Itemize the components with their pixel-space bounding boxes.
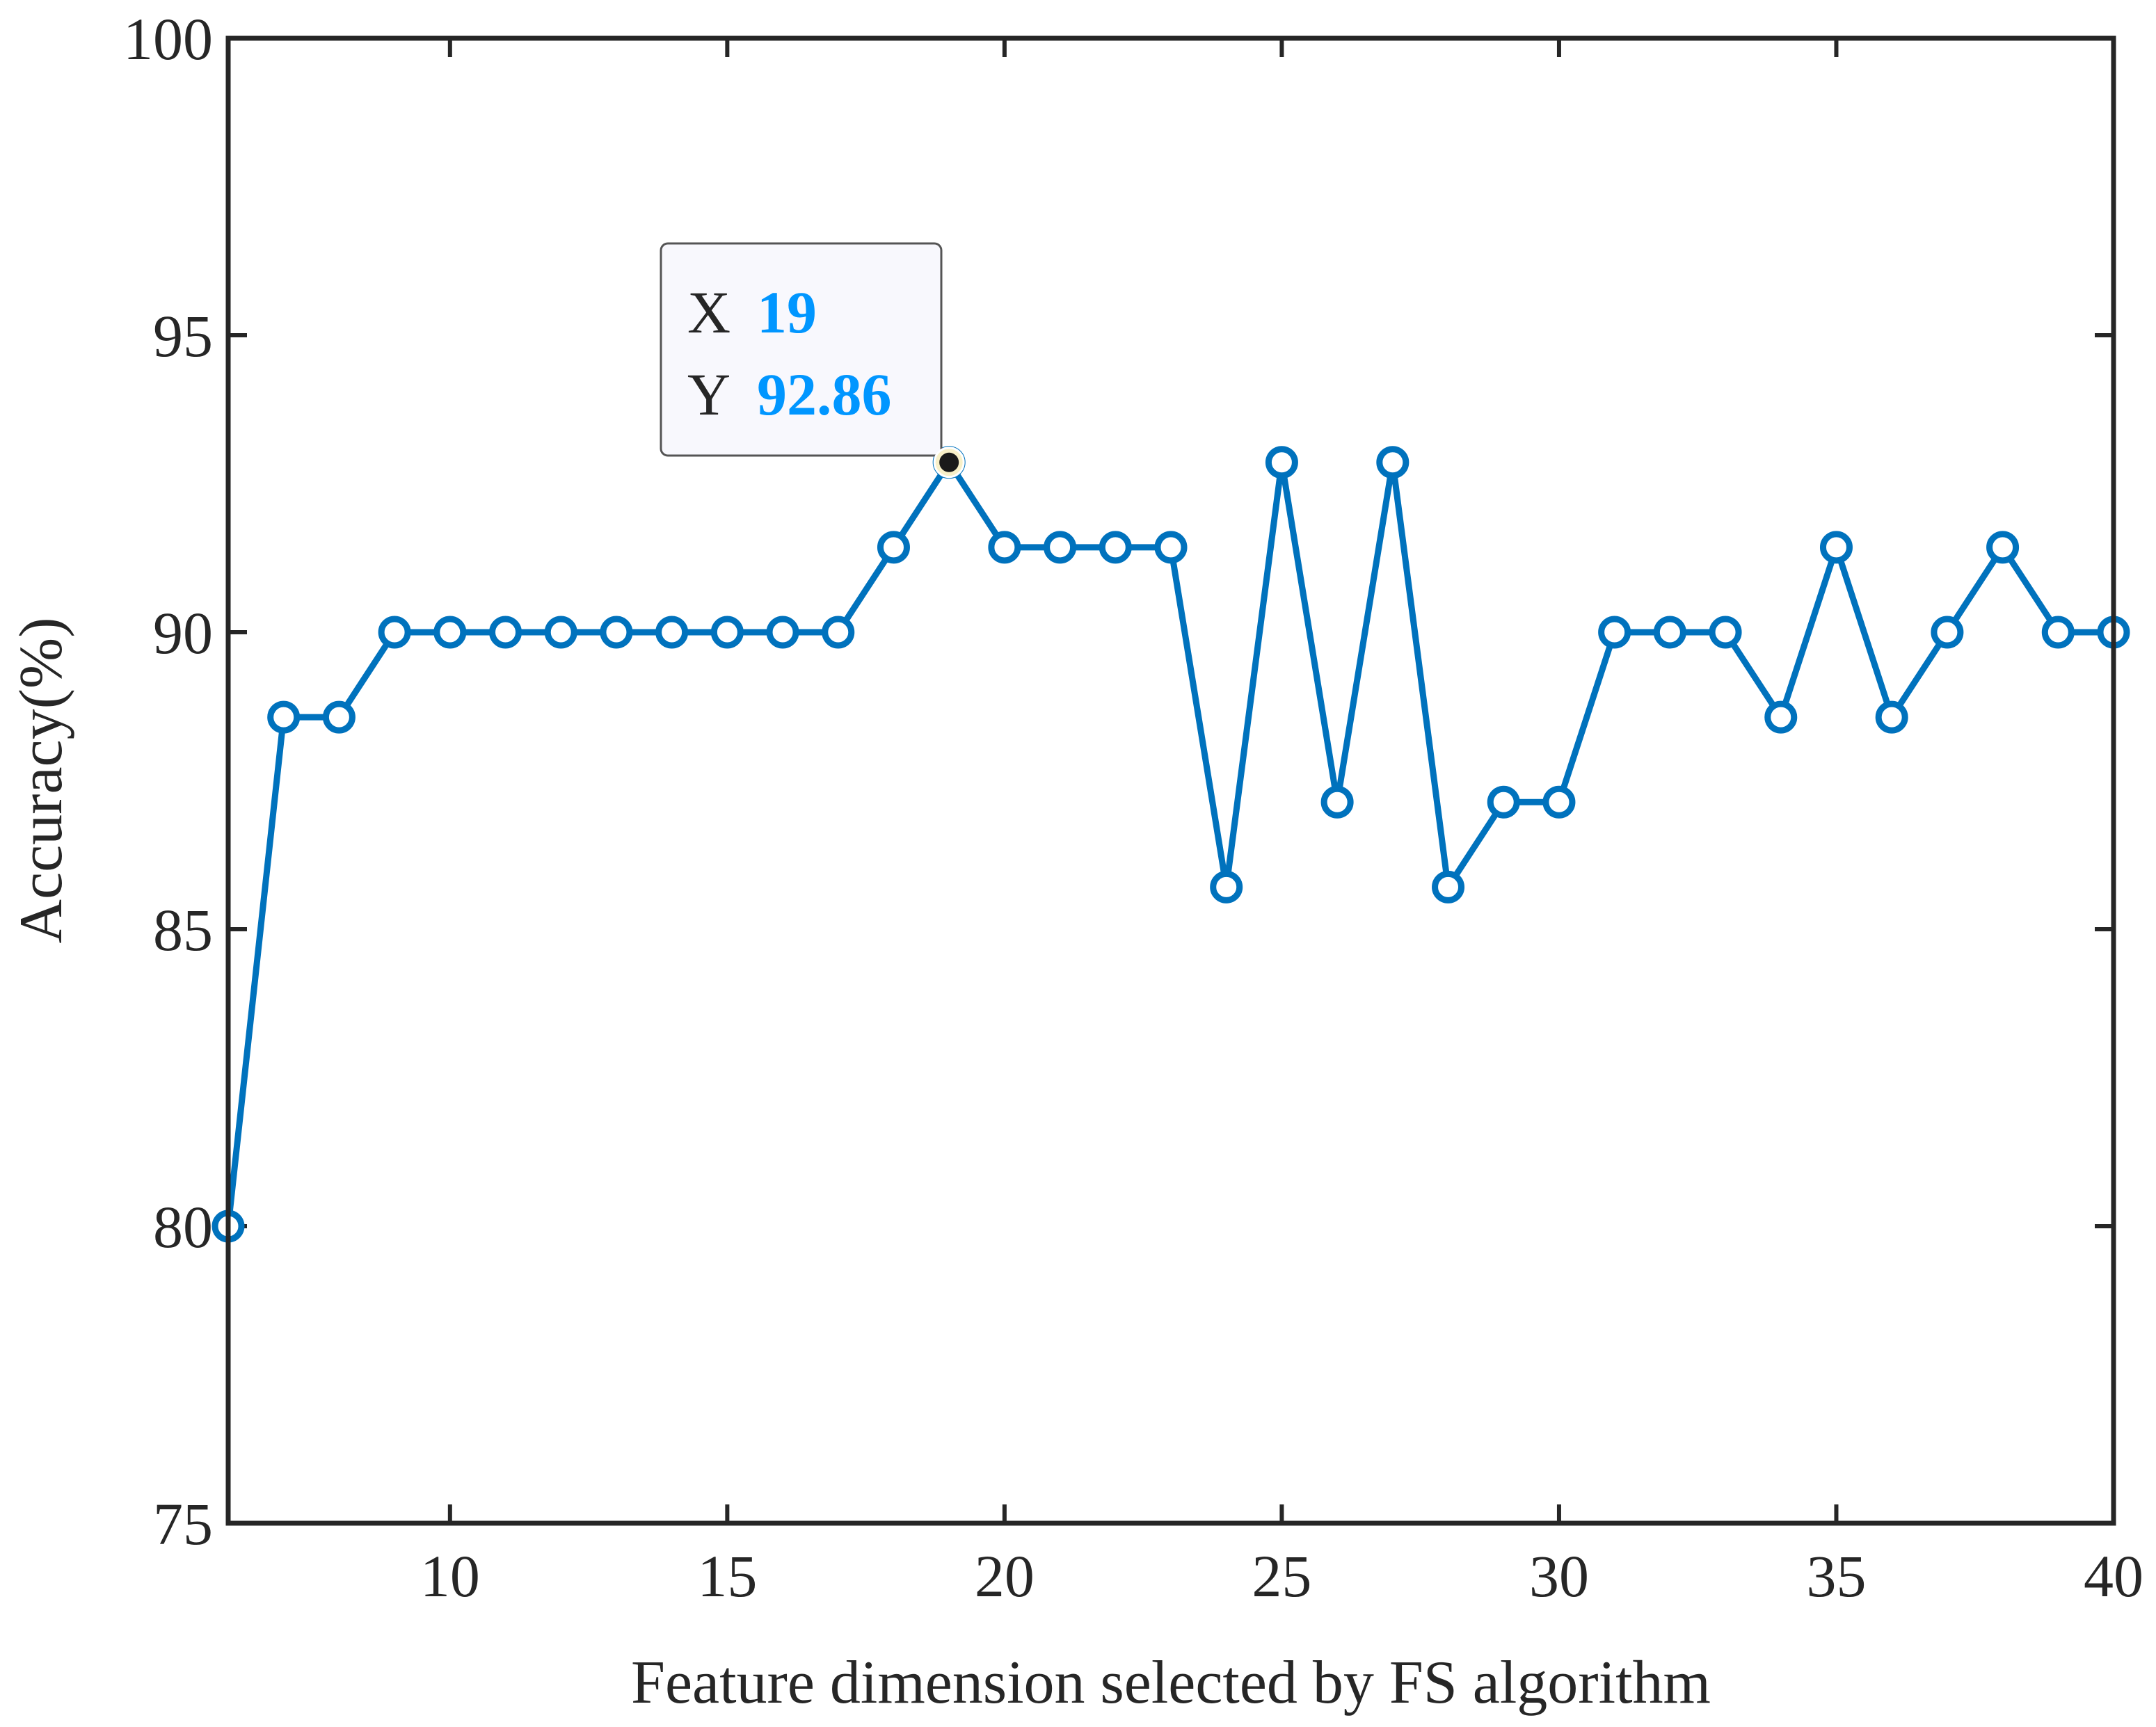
series-layer: [211, 446, 2130, 1243]
data-point[interactable]: [600, 616, 633, 649]
data-point[interactable]: [267, 700, 301, 734]
x-tick-labels: 10 15 20 25 30 35 40: [420, 1543, 2143, 1609]
data-tip-marker: [933, 447, 965, 479]
x-tick-label: 10: [420, 1543, 480, 1609]
data-point[interactable]: [1320, 785, 1354, 819]
data-point[interactable]: [1764, 700, 1798, 734]
x-tick-label: 30: [1529, 1543, 1589, 1609]
y-tick-label: 90: [153, 600, 213, 666]
data-tip-y-key: Y: [687, 361, 730, 428]
data-point[interactable]: [378, 616, 411, 649]
data-tip-marker-dot: [939, 452, 959, 472]
data-tip-x-key: X: [687, 279, 730, 346]
data-tip-x-value: 19: [757, 279, 817, 346]
data-tip-box: [660, 242, 943, 457]
x-tick-label: 20: [975, 1543, 1035, 1609]
data-point[interactable]: [1432, 870, 1465, 903]
data-point[interactable]: [710, 616, 744, 649]
data-point[interactable]: [822, 616, 855, 649]
x-tick-label: 40: [2084, 1543, 2143, 1609]
data-point[interactable]: [988, 531, 1021, 564]
data-tip-y-value: 92.86: [757, 361, 892, 428]
data-point[interactable]: [1653, 616, 1686, 649]
data-tip[interactable]: X 19 Y 92.86: [660, 242, 943, 457]
data-point[interactable]: [1598, 616, 1631, 649]
data-point[interactable]: [1819, 531, 1853, 564]
data-point[interactable]: [1487, 785, 1520, 819]
x-axis-label: Feature dimension selected by FS algorit…: [631, 1649, 1711, 1717]
data-point[interactable]: [1986, 531, 2020, 564]
y-tick-label: 95: [153, 303, 213, 369]
data-point[interactable]: [322, 700, 356, 734]
data-point[interactable]: [489, 616, 522, 649]
y-tick-label: 75: [153, 1491, 213, 1557]
y-tick-label: 100: [123, 6, 213, 72]
data-point[interactable]: [1099, 531, 1132, 564]
data-point[interactable]: [1210, 870, 1243, 903]
data-point[interactable]: [1875, 700, 1908, 734]
data-point[interactable]: [1044, 531, 1077, 564]
x-tick-label: 15: [697, 1543, 757, 1609]
data-point[interactable]: [1154, 531, 1188, 564]
plot-area-frame: [225, 35, 2116, 1526]
y-tick-label: 85: [153, 897, 213, 963]
data-point[interactable]: [2041, 616, 2075, 649]
data-point[interactable]: [655, 616, 689, 649]
y-tick-label: 80: [153, 1194, 213, 1260]
data-point[interactable]: [766, 616, 799, 649]
data-point[interactable]: [544, 616, 577, 649]
data-point[interactable]: [1376, 446, 1410, 479]
data-point[interactable]: [1709, 616, 1742, 649]
x-tick-label: 25: [1252, 1543, 1311, 1609]
y-axis-label: Accuracy(%): [8, 617, 75, 943]
data-point[interactable]: [877, 531, 910, 564]
data-point[interactable]: [1542, 785, 1576, 819]
data-point[interactable]: [1931, 616, 1964, 649]
x-tick-label: 35: [1806, 1543, 1866, 1609]
y-tick-labels: 75 80 85 90 95 100: [123, 6, 213, 1557]
data-point[interactable]: [433, 616, 467, 649]
data-point[interactable]: [1265, 446, 1298, 479]
